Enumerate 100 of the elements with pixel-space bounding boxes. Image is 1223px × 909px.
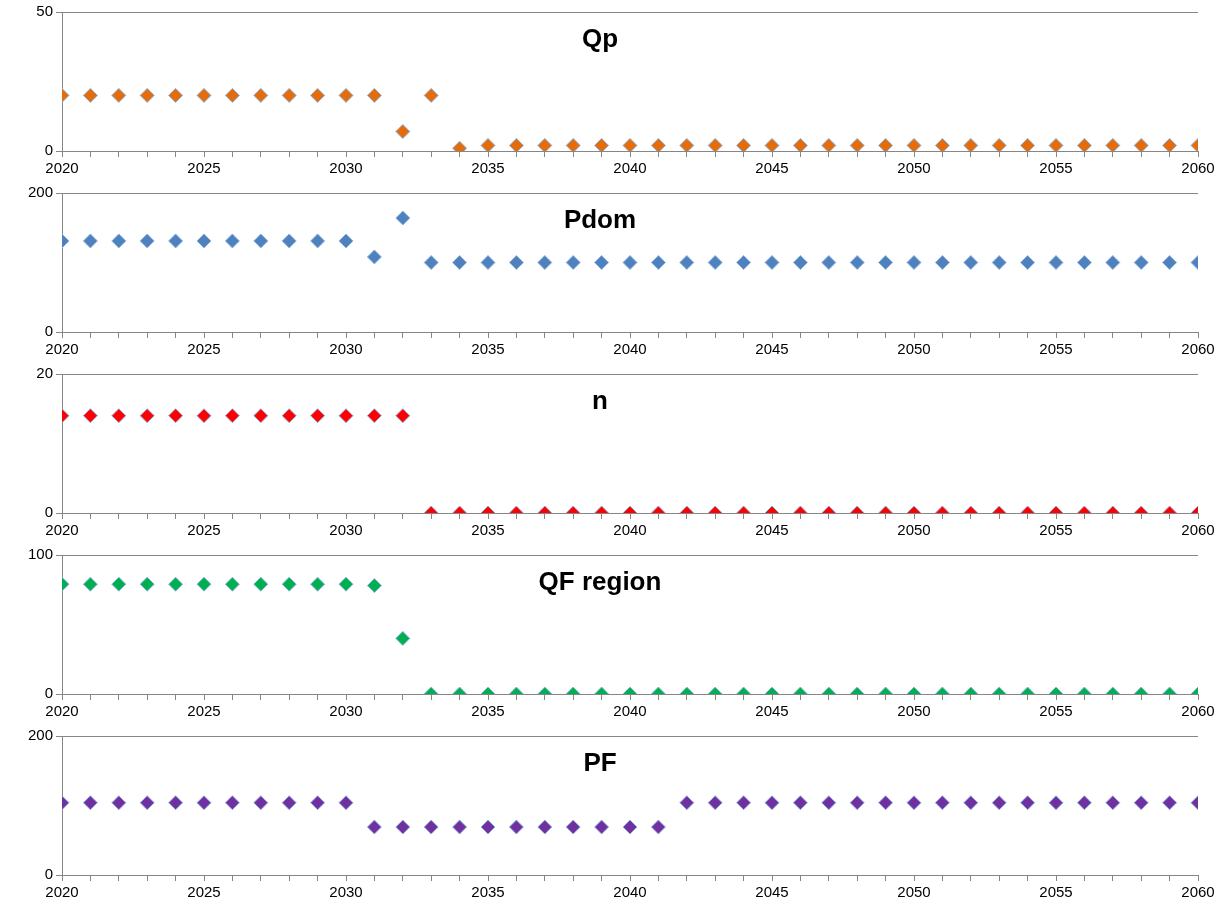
x-tick-label: 2025	[187, 883, 221, 901]
x-tick-label: 2020	[45, 521, 79, 539]
point	[650, 255, 666, 270]
point	[395, 630, 411, 646]
x-tick-label: 2050	[897, 702, 931, 720]
point	[565, 137, 581, 151]
x-tick-label: 2040	[613, 702, 647, 720]
x-tick-label: 2055	[1039, 340, 1073, 358]
point	[1162, 137, 1178, 151]
y-tick-label: 0	[44, 684, 53, 702]
point	[111, 233, 127, 249]
point	[1020, 255, 1036, 270]
point	[849, 255, 865, 270]
x-tick-label: 2035	[471, 521, 505, 539]
point	[934, 137, 950, 151]
point	[1048, 137, 1064, 151]
point	[82, 233, 98, 249]
x-tick-label: 2030	[329, 883, 363, 901]
point	[253, 233, 269, 249]
x-tick-label: 2045	[755, 340, 789, 358]
x-tick-label: 2030	[329, 702, 363, 720]
point	[736, 255, 752, 270]
x-tick-label: 2035	[471, 883, 505, 901]
point	[423, 255, 439, 270]
point	[168, 87, 184, 103]
point	[622, 137, 638, 151]
x-tick-label: 2020	[45, 883, 79, 901]
x-tick-label: 2035	[471, 702, 505, 720]
point	[281, 233, 297, 249]
point	[139, 576, 155, 592]
point	[253, 576, 269, 592]
point	[821, 137, 837, 151]
chart-title: Pdom	[563, 204, 637, 235]
y-tick-label: 50	[36, 2, 53, 20]
point	[764, 137, 780, 151]
x-tick-label: 2055	[1039, 159, 1073, 177]
point	[338, 576, 354, 592]
point	[366, 249, 382, 265]
point	[594, 255, 610, 270]
point	[168, 576, 184, 592]
x-tick-label: 2050	[897, 883, 931, 901]
point	[878, 137, 894, 151]
x-tick-label: 2035	[471, 159, 505, 177]
x-tick-label: 2045	[755, 883, 789, 901]
x-tick-label: 2060	[1181, 340, 1215, 358]
point	[366, 87, 382, 103]
point	[934, 255, 950, 270]
y-tick-label: 200	[27, 726, 53, 744]
y-tick-label: 0	[44, 141, 53, 159]
x-tick-label: 2025	[187, 340, 221, 358]
chart-title: PF	[583, 747, 617, 778]
point	[1105, 255, 1121, 270]
x-tick-label: 2055	[1039, 702, 1073, 720]
y-tick-label: 200	[27, 183, 53, 201]
point	[452, 255, 468, 270]
point	[423, 87, 439, 103]
point	[650, 137, 666, 151]
point	[821, 255, 837, 270]
point	[82, 576, 98, 592]
x-tick-label: 2020	[45, 340, 79, 358]
point	[480, 137, 496, 151]
x-tick-label: 2040	[613, 883, 647, 901]
point	[395, 124, 411, 140]
point	[139, 87, 155, 103]
point	[906, 255, 922, 270]
x-tick-label: 2030	[329, 521, 363, 539]
point	[906, 137, 922, 151]
x-tick-label: 2030	[329, 340, 363, 358]
x-tick-label: 2040	[613, 521, 647, 539]
x-tick-label: 2055	[1039, 883, 1073, 901]
point	[764, 255, 780, 270]
point	[310, 576, 326, 592]
point	[508, 137, 524, 151]
x-tick-label: 2045	[755, 521, 789, 539]
x-tick-label: 2050	[897, 159, 931, 177]
x-tick-label: 2030	[329, 159, 363, 177]
point	[508, 255, 524, 270]
x-tick-label: 2025	[187, 159, 221, 177]
x-tick-label: 2040	[613, 159, 647, 177]
point	[196, 87, 212, 103]
x-tick-label: 2035	[471, 340, 505, 358]
y-tick-label: 0	[44, 865, 53, 883]
y-tick-label: 20	[36, 364, 53, 382]
point	[1076, 137, 1092, 151]
point	[792, 255, 808, 270]
x-tick-label: 2060	[1181, 883, 1215, 901]
point	[537, 137, 553, 151]
y-tick-label: 0	[44, 322, 53, 340]
x-tick-label: 2060	[1181, 702, 1215, 720]
x-tick-label: 2020	[45, 702, 79, 720]
point	[963, 255, 979, 270]
point	[622, 255, 638, 270]
point	[168, 233, 184, 249]
point	[224, 576, 240, 592]
point	[139, 233, 155, 249]
x-tick-label: 2040	[613, 340, 647, 358]
point	[224, 233, 240, 249]
point	[679, 255, 695, 270]
x-tick-label: 2025	[187, 702, 221, 720]
x-tick-label: 2045	[755, 159, 789, 177]
